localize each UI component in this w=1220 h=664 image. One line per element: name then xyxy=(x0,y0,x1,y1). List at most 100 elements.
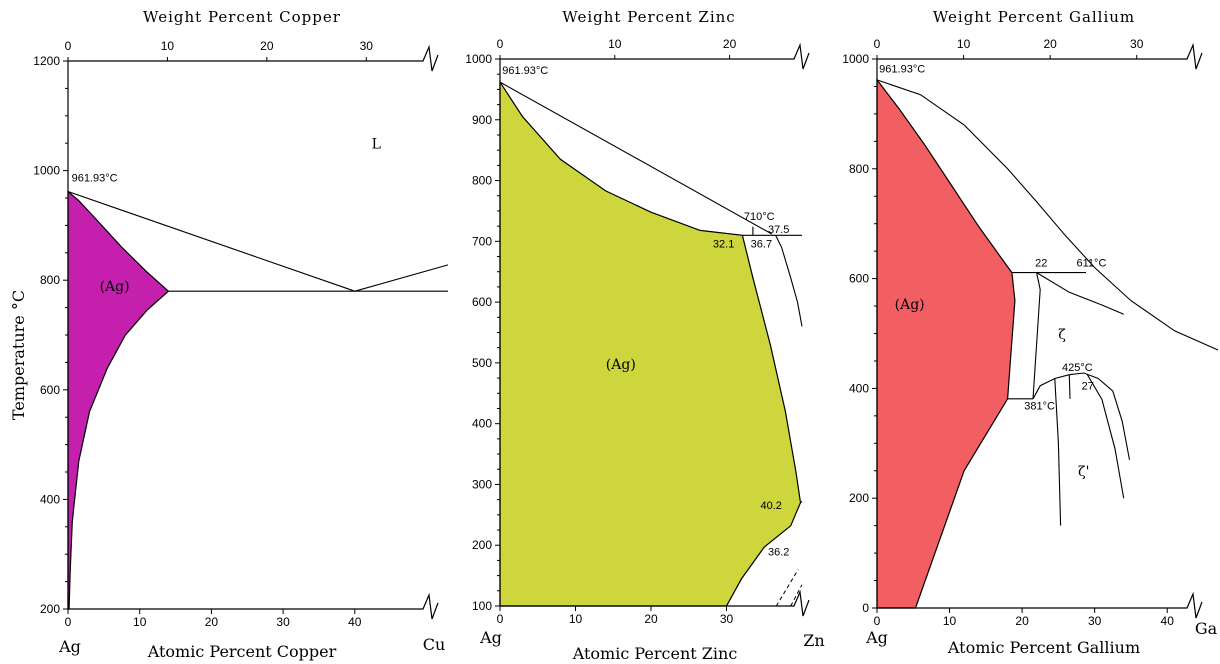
annotation-label: 40.2 xyxy=(760,500,781,512)
top-tick-label: 20 xyxy=(723,37,737,51)
annotation-label: 381°C xyxy=(1024,400,1055,412)
phase-boundary xyxy=(1036,272,1124,315)
annotation-label: 22 xyxy=(1035,258,1047,270)
left-element-label: Ag xyxy=(58,637,81,656)
region-label: (Ag) xyxy=(606,357,636,373)
x-tick-label: 10 xyxy=(133,615,147,629)
x-tick-label: 30 xyxy=(1088,614,1102,628)
annotation-label: 425°C xyxy=(1062,362,1093,374)
top-tick-label: 10 xyxy=(161,39,175,53)
left-element-label: Ag xyxy=(865,628,888,647)
phase-boundary xyxy=(1086,374,1125,499)
y-tick-label: 400 xyxy=(849,381,869,395)
right-element-label: Zn xyxy=(803,631,824,650)
x-tick-label: 40 xyxy=(1161,614,1175,628)
right-element-label: Ga xyxy=(1195,619,1218,638)
y-tick-label: 400 xyxy=(40,492,60,506)
x-axis-label: Atomic Percent Copper xyxy=(147,642,337,661)
top-tick-label: 0 xyxy=(874,37,881,51)
phase-boundary xyxy=(876,79,1219,351)
phase-boundary xyxy=(67,190,355,292)
phase-boundary xyxy=(1032,272,1041,399)
y-tick-label: 800 xyxy=(40,273,60,287)
phase-boundary-dashed xyxy=(775,569,799,607)
phase-boundary xyxy=(800,501,803,504)
y-tick-label: 500 xyxy=(472,356,492,370)
x-tick-label: 30 xyxy=(720,612,734,626)
chart-title: Weight Percent Copper xyxy=(143,8,341,26)
annotation-label: 961.93°C xyxy=(72,173,118,185)
annotation-label: 36.2 xyxy=(768,547,789,559)
annotation-label: 27 xyxy=(1082,380,1094,392)
top-tick-label: 30 xyxy=(1130,37,1144,51)
top-tick-label: 10 xyxy=(608,37,622,51)
annotation-label: 611°C xyxy=(1077,258,1107,270)
top-tick-label: 0 xyxy=(65,39,72,53)
y-tick-label: 700 xyxy=(472,234,492,248)
top-tick-label: 0 xyxy=(497,37,504,51)
y-tick-label: 1000 xyxy=(465,52,492,66)
x-axis-label: Atomic Percent Zinc xyxy=(572,644,738,663)
x-axis-top xyxy=(877,42,1203,70)
y-tick-label: 200 xyxy=(472,538,492,552)
y-tick-label: 1000 xyxy=(842,52,869,66)
phase-boundary xyxy=(1097,378,1131,460)
x-axis-top xyxy=(68,44,439,72)
x-tick-label: 10 xyxy=(943,614,957,628)
region-label: L xyxy=(372,137,381,153)
chart-title: Weight Percent Gallium xyxy=(933,8,1135,26)
annotation-label: 32.1 xyxy=(713,238,734,250)
y-tick-label: 900 xyxy=(472,113,492,127)
y-tick-label: 200 xyxy=(40,602,60,616)
solid-solution-region xyxy=(876,78,1016,609)
annotation-label: 36.7 xyxy=(751,238,772,250)
annotation-label: 710°C xyxy=(744,211,775,223)
phase-boundary xyxy=(499,81,773,235)
x-axis-label: Atomic Percent Gallium xyxy=(947,638,1140,657)
solid-solution-region xyxy=(499,80,802,607)
y-tick-label: 300 xyxy=(472,477,492,491)
x-tick-label: 0 xyxy=(874,614,881,628)
ag-zn-phase-diagram: Weight Percent Zinc Atomic Percent Zinc … xyxy=(465,8,824,663)
left-element-label: Ag xyxy=(479,628,502,647)
ag-cu-phase-diagram: Weight Percent Copper Atomic Percent Cop… xyxy=(9,8,449,661)
phase-boundary xyxy=(1032,374,1070,400)
chart-title: Weight Percent Zinc xyxy=(562,8,735,26)
phase-boundary xyxy=(1068,374,1071,399)
x-tick-label: 20 xyxy=(1015,614,1029,628)
y-tick-label: 800 xyxy=(472,174,492,188)
phase-boundary xyxy=(1054,378,1062,526)
region-label: ζ' xyxy=(1078,464,1089,480)
region-label: (Ag) xyxy=(895,297,925,313)
y-tick-label: 600 xyxy=(40,383,60,397)
x-tick-label: 30 xyxy=(276,615,290,629)
region-label: ζ xyxy=(1058,327,1066,343)
top-tick-label: 20 xyxy=(260,39,274,53)
x-tick-label: 40 xyxy=(348,615,362,629)
phase-boundary xyxy=(1069,372,1099,380)
x-tick-label: 10 xyxy=(569,612,583,626)
annotation-label: 961.93°C xyxy=(879,64,925,76)
y-axis-label: Temperature °C xyxy=(9,290,28,420)
y-tick-label: 1200 xyxy=(33,54,60,68)
phase-boundary xyxy=(354,264,449,292)
ag-ga-phase-diagram: Weight Percent Gallium Atomic Percent Ga… xyxy=(842,8,1219,657)
x-axis-bottom xyxy=(877,591,1203,619)
top-tick-label: 10 xyxy=(957,37,971,51)
top-tick-label: 20 xyxy=(1043,37,1057,51)
annotation-label: 37.5 xyxy=(768,224,789,236)
y-tick-label: 200 xyxy=(849,491,869,505)
x-axis-top xyxy=(500,42,810,70)
region-label: (Ag) xyxy=(100,279,130,295)
x-tick-label: 0 xyxy=(65,615,72,629)
x-tick-label: 20 xyxy=(644,612,658,626)
x-axis-bottom xyxy=(68,592,439,620)
x-axis-bottom xyxy=(500,589,810,617)
y-tick-label: 800 xyxy=(849,162,869,176)
solid-solution-region xyxy=(67,190,170,610)
y-tick-label: 100 xyxy=(472,599,492,613)
y-tick-label: 600 xyxy=(472,295,492,309)
x-tick-label: 20 xyxy=(205,615,219,629)
annotation-label: 961.93°C xyxy=(502,65,548,77)
